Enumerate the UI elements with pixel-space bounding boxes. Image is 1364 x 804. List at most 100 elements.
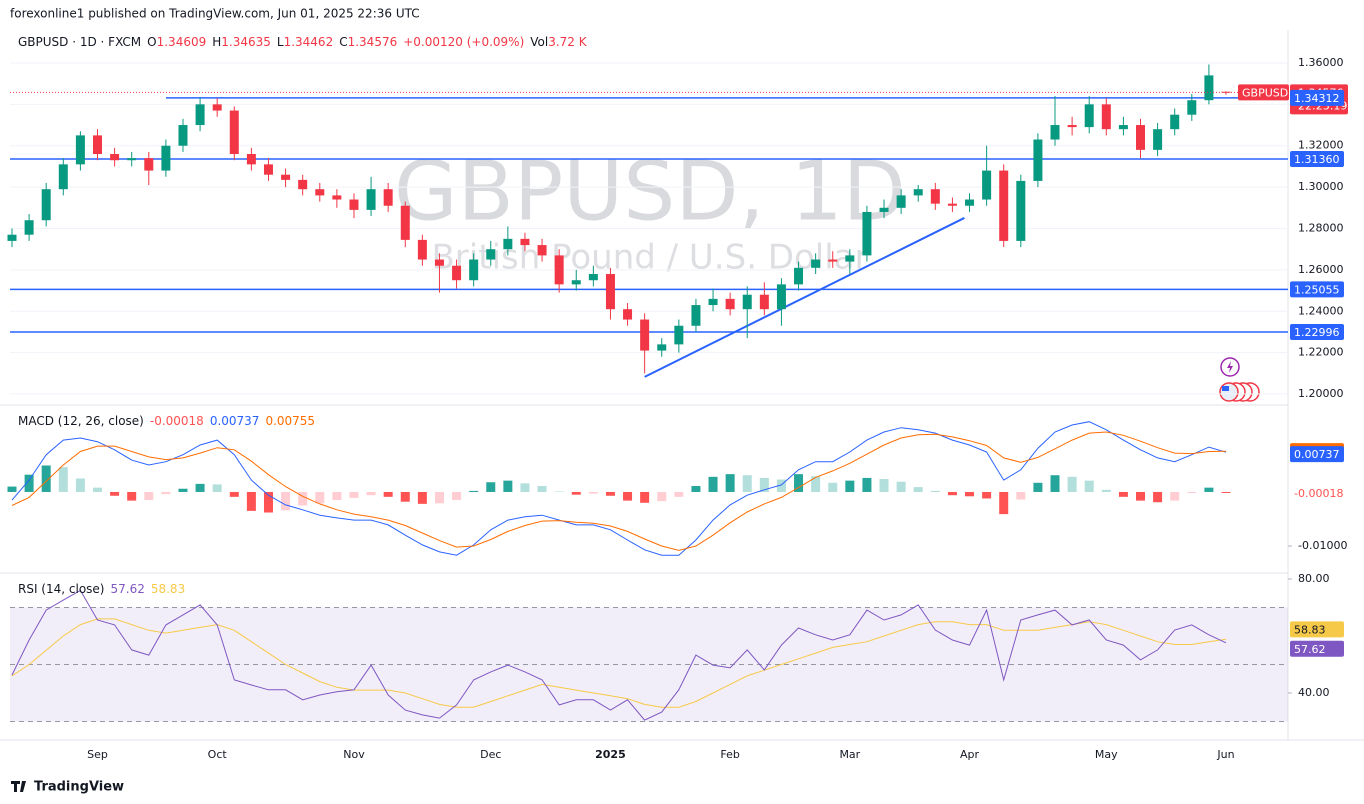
histogram-bar [1153,491,1163,503]
candle-body [828,259,838,262]
candle-body [1033,139,1043,181]
candle-body [759,294,769,310]
candle-body [452,265,462,281]
candle-body [315,189,325,196]
candle-body [520,238,530,246]
line [11,421,1227,556]
candle-body [7,234,17,241]
legend-item: 1.34635 [221,35,271,49]
legend: MACD (12, 26, close) -0.00018 0.00737 0.007… [18,414,315,428]
y-tick-label: 1.30000 [1298,180,1344,193]
candle-body [640,319,650,351]
candle-body [913,189,923,196]
histogram-bar [195,483,205,492]
x-tick-label: Dec [480,748,501,761]
rsi-ma-tag-bg [1290,621,1344,638]
histogram-bar [246,491,256,511]
caption: forexonline1 published on TradingView.co… [10,7,420,21]
candle-body [930,189,940,204]
candle-body [657,344,667,351]
legend-item: 1.34576 [348,35,398,49]
candle-body [691,305,701,326]
histogram-bar [999,491,1009,515]
histogram-bar [674,491,684,497]
histogram-bar [315,491,325,504]
candle-body [588,274,598,281]
x-tick-label: Apr [960,748,980,761]
histogram-bar [571,491,581,495]
x-tick-label: Oct [208,748,228,761]
candle-body [110,154,120,161]
histogram-bar [41,465,51,492]
candle-body [1221,91,1231,93]
level-tag-bg [1290,281,1344,298]
candle-body [708,298,718,306]
candle-body [366,189,376,210]
histogram-bar [1221,491,1231,493]
histogram-bar [332,491,342,501]
x-tick-label: Mar [839,748,860,761]
histogram-bar [24,474,34,492]
candle-body [965,199,975,206]
histogram-bar [1136,491,1146,501]
histogram-bar [486,482,496,492]
histogram-bar [913,487,923,492]
histogram-bar [281,491,291,511]
histogram-bar [896,481,906,492]
brand-logo [11,781,26,792]
legend-item: H [212,35,221,49]
line [11,618,1227,708]
legend-item: Vol [530,35,548,49]
candle-body [92,135,102,155]
histogram-tag: -0.00018 [1294,487,1343,500]
histogram-bar [930,490,940,492]
candle-body [263,164,273,175]
candle-body [229,110,239,155]
histogram-bar [828,482,838,492]
y-tick-label: 1.36000 [1298,56,1344,69]
candle-body [469,259,479,281]
rsi-tag: 57.62 [1294,643,1326,656]
histogram-bar [1050,475,1060,492]
candle-body [1016,180,1026,241]
histogram-bar [605,491,615,496]
candle-body [1050,125,1060,140]
candle-body [1153,129,1163,150]
candle-body [605,274,615,310]
trend-line [644,217,965,378]
histogram-bar [452,491,462,501]
histogram-bar [263,491,273,513]
candle-body [127,158,137,161]
candle-body [24,220,34,235]
level-tag: 1.31360 [1294,153,1340,166]
line [11,431,1227,551]
candle-body [999,170,1009,241]
candle-body [982,170,992,200]
y-tick-label: 1.26000 [1298,263,1344,276]
histogram-bar [965,491,975,497]
legend-item: L [277,35,284,49]
legend: GBPUSD · 1D · FXCM O1.34609 H1.34635 L1.344… [18,35,588,49]
legend-item: 0.00737 [210,414,260,428]
histogram-bar [110,491,120,496]
histogram-bar [178,488,188,492]
y-tick-label: -0.01000 [1298,539,1347,552]
histogram-bar [982,491,992,499]
histogram-bar [879,479,889,492]
candle-body [674,325,684,345]
candle-body [486,249,496,260]
histogram-bar [776,479,786,492]
histogram-bar [1204,487,1214,492]
x-tick-label: May [1095,748,1118,761]
candle-body [417,239,427,260]
candle-body [537,245,547,256]
event-icons[interactable] [1219,357,1260,402]
histogram-bar [58,467,68,492]
histogram-bar [725,474,735,492]
candle-body [144,158,154,171]
histogram-bar [1101,489,1111,492]
histogram-bar [366,491,376,496]
histogram-bar [229,491,239,497]
histogram-bar [1016,491,1026,500]
